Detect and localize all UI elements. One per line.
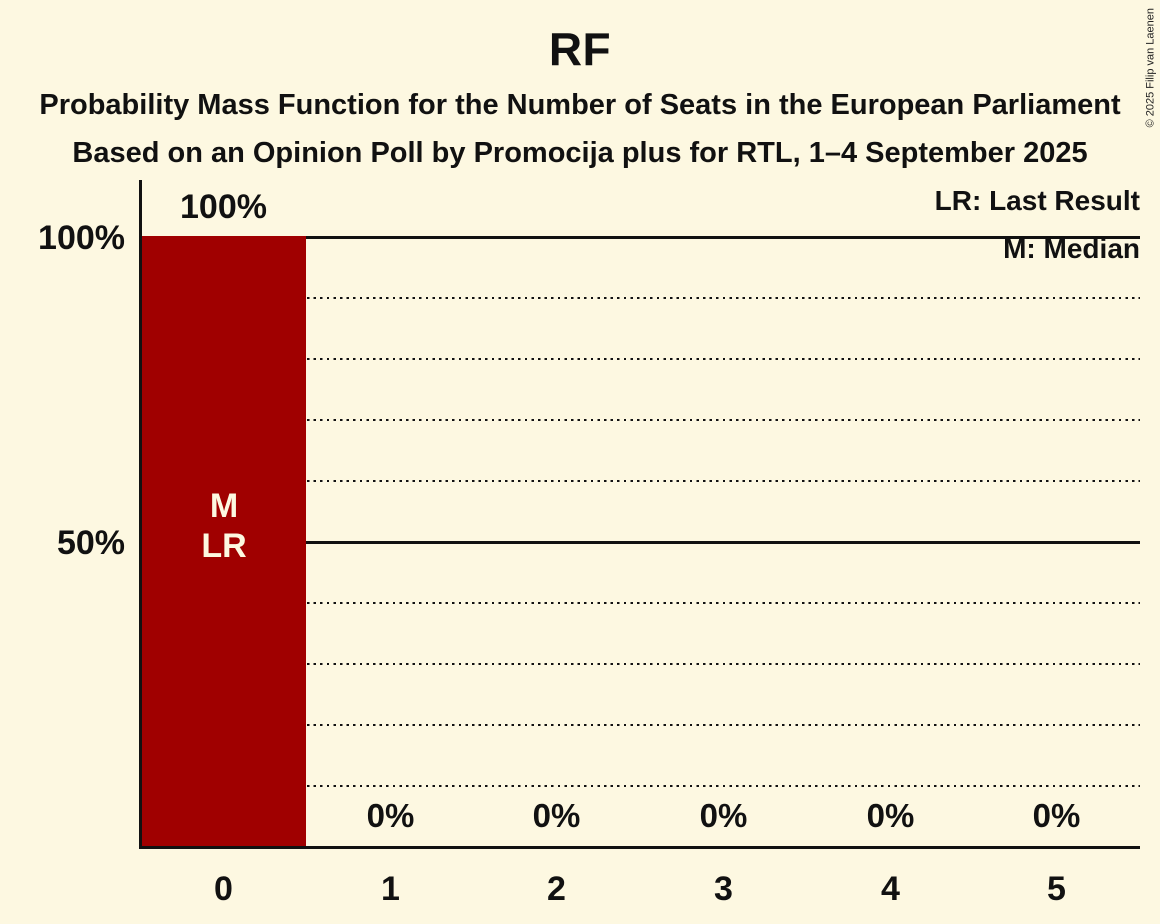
y-axis-tick-50: 50% [56, 524, 125, 562]
gridline-50pct [142, 541, 1140, 544]
y-axis-tick-100: 100% [38, 219, 125, 257]
gridline-30pct [142, 663, 1140, 666]
chart-subtitle-line1: Probability Mass Function for the Number… [39, 89, 1121, 121]
x-axis-label-4: 4 [881, 870, 900, 908]
x-axis [139, 846, 1140, 849]
last-result-marker-label: LR [201, 527, 247, 565]
bar-median-lastresult-marker: M LR [142, 486, 306, 566]
bar-seats-0: M LR [142, 236, 306, 846]
chart-title: RF [548, 23, 612, 75]
bar-value-label-2: 0% [532, 797, 581, 834]
gridline-10pct [142, 785, 1140, 788]
gridline-60pct [142, 480, 1140, 483]
x-axis-label-0: 0 [214, 870, 233, 908]
bar-value-label-5: 0% [1032, 797, 1081, 834]
gridline-100pct [142, 236, 1140, 239]
x-axis-label-3: 3 [714, 870, 733, 908]
legend-median: M: Median [1003, 233, 1140, 264]
gridline-20pct [142, 724, 1140, 727]
x-axis-label-5: 5 [1047, 870, 1066, 908]
x-axis-label-1: 1 [381, 870, 400, 908]
bar-value-label-3: 0% [699, 797, 748, 834]
bar-value-label-4: 0% [866, 797, 915, 834]
chart-subtitle-line2: Based on an Opinion Poll by Promocija pl… [72, 137, 1088, 169]
median-marker-label: M [209, 487, 239, 525]
copyright-notice: © 2025 Filip van Laenen [1144, 8, 1156, 128]
bar-value-label-1: 0% [366, 797, 415, 834]
gridline-40pct [142, 602, 1140, 605]
gridline-80pct [142, 358, 1140, 361]
y-axis [139, 180, 142, 849]
legend-last-result: LR: Last Result [934, 185, 1140, 216]
gridline-70pct [142, 419, 1140, 422]
bar-value-label-0: 100% [180, 188, 267, 226]
gridline-90pct [142, 297, 1140, 300]
x-axis-label-2: 2 [547, 870, 566, 908]
